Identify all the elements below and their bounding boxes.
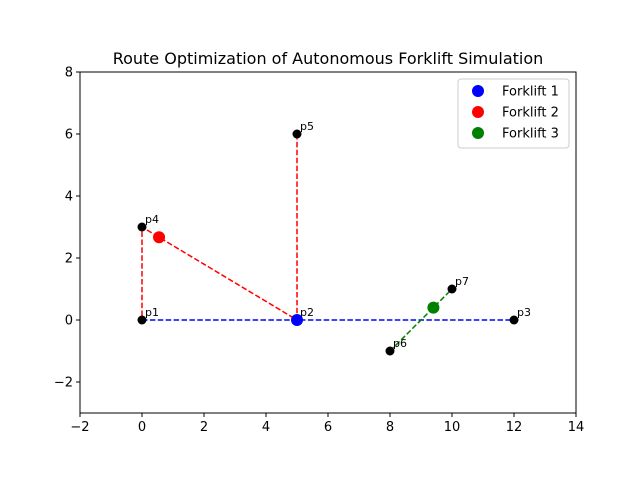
waypoint-label-p2: p2: [300, 306, 314, 319]
forklift-marker-2: [153, 231, 166, 244]
waypoint-label-p4: p4: [145, 213, 159, 226]
legend-marker-3: [472, 127, 484, 139]
legend: Forklift 1 Forklift 2 Forklift 3: [457, 78, 570, 149]
route-line-3: [389, 288, 453, 352]
y-tick-label: 6: [65, 128, 73, 143]
legend-marker-1: [472, 85, 484, 97]
forklift-layer: [153, 231, 440, 326]
x-tick-label: 8: [386, 420, 394, 435]
legend-label-3: Forklift 3: [502, 127, 559, 142]
chart-title: Route Optimization of Autonomous Forklif…: [113, 49, 544, 68]
y-tick-label: 2: [65, 252, 73, 267]
x-tick-label: 0: [138, 420, 146, 435]
legend-label-2: Forklift 2: [502, 106, 559, 121]
waypoint-label-p7: p7: [455, 275, 469, 288]
legend-label-1: Forklift 1: [502, 85, 559, 100]
waypoint-p6: [385, 346, 395, 356]
x-tick-label: −2: [70, 420, 89, 435]
waypoint-label-p3: p3: [517, 306, 531, 319]
waypoint-p4: [137, 222, 147, 232]
waypoint-p1: [137, 315, 147, 325]
y-tick-label: 8: [65, 66, 73, 81]
x-tick-label: 12: [506, 420, 523, 435]
x-tick-label: 14: [568, 420, 585, 435]
y-tick-label: 0: [65, 314, 73, 329]
waypoint-label-p5: p5: [300, 120, 314, 133]
y-tick-label: −2: [54, 376, 73, 391]
waypoint-p7: [447, 284, 457, 294]
waypoint-label-p6: p6: [393, 337, 407, 350]
waypoint-p3: [509, 315, 519, 325]
routes-layer: [141, 134, 514, 352]
forklift-marker-1: [291, 314, 303, 326]
forklift-marker-3: [427, 301, 440, 314]
axes-layer: −2 0 2 4 6 8 10 12 14 −2 0 2 4 6 8: [54, 66, 584, 436]
waypoint-label-p1: p1: [145, 306, 159, 319]
waypoint-p5: [292, 129, 302, 139]
legend-box: [457, 78, 570, 149]
y-tick-label: 4: [65, 190, 73, 205]
x-tick-label: 6: [324, 420, 332, 435]
legend-marker-2: [472, 106, 484, 118]
x-tick-label: 4: [262, 420, 270, 435]
x-tick-label: 10: [444, 420, 461, 435]
route-line-2: [141, 134, 298, 322]
x-tick-label: 2: [200, 420, 208, 435]
